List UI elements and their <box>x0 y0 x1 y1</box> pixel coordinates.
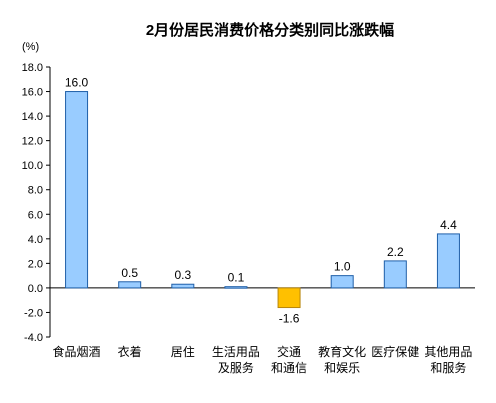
data-label: 2.2 <box>387 245 404 259</box>
data-label: 0.5 <box>121 266 138 280</box>
y-tick-label: 0.0 <box>28 283 43 295</box>
y-tick-label: 10.0 <box>22 160 43 172</box>
data-label: 0.3 <box>174 268 191 282</box>
y-tick-label: -2.0 <box>24 307 43 319</box>
category-label: 其他用品 <box>424 345 472 359</box>
y-tick-label: 12.0 <box>22 136 43 148</box>
category-label: 交通 <box>277 344 301 359</box>
bar <box>224 286 248 289</box>
bars <box>65 91 460 309</box>
data-label: 0.1 <box>228 271 245 285</box>
chart-title: 2月份居民消费价格分类别同比涨跌幅 <box>146 21 394 39</box>
bar <box>118 281 142 289</box>
bar <box>330 275 354 289</box>
y-tick-label: 16.0 <box>22 87 43 99</box>
data-label: 4.4 <box>440 218 457 232</box>
category-label: 及服务 <box>218 360 254 375</box>
category-label: 衣着 <box>118 344 142 359</box>
category-label: 和娱乐 <box>324 361 360 375</box>
data-label: -1.6 <box>279 312 300 326</box>
bar <box>171 283 195 289</box>
category-label: 生活用品 <box>212 345 260 359</box>
y-axis-ticks: 18.0 16.0 14.0 12.0 10.0 8.0 6.0 4.0 2.0 0.0 -2.0 -… <box>22 62 50 344</box>
y-tick-label: 4.0 <box>28 234 43 246</box>
y-tick-label: 8.0 <box>28 185 43 197</box>
category-label: 居住 <box>171 345 195 359</box>
y-tick-label: 2.0 <box>28 258 43 270</box>
bar <box>65 91 89 289</box>
category-label: 和服务 <box>430 360 466 375</box>
y-tick-label: -4.0 <box>24 332 43 344</box>
bar <box>436 233 460 289</box>
data-labels: 16.0 0.5 0.3 0.1 -1.6 1.0 2.2 4.4 <box>65 76 457 326</box>
data-label: 1.0 <box>334 260 351 274</box>
y-tick-label: 14.0 <box>22 111 43 123</box>
y-tick-label: 18.0 <box>22 62 43 74</box>
category-label: 教育文化 <box>318 344 366 359</box>
category-label: 医疗保健 <box>371 345 419 359</box>
bar <box>383 260 407 289</box>
y-tick-label: 6.0 <box>28 209 43 221</box>
category-label: 食品烟酒 <box>53 344 101 359</box>
data-label: 16.0 <box>65 76 89 90</box>
y-axis-unit: (%) <box>22 41 39 53</box>
category-label: 和通信 <box>271 361 307 375</box>
bar <box>277 287 301 309</box>
